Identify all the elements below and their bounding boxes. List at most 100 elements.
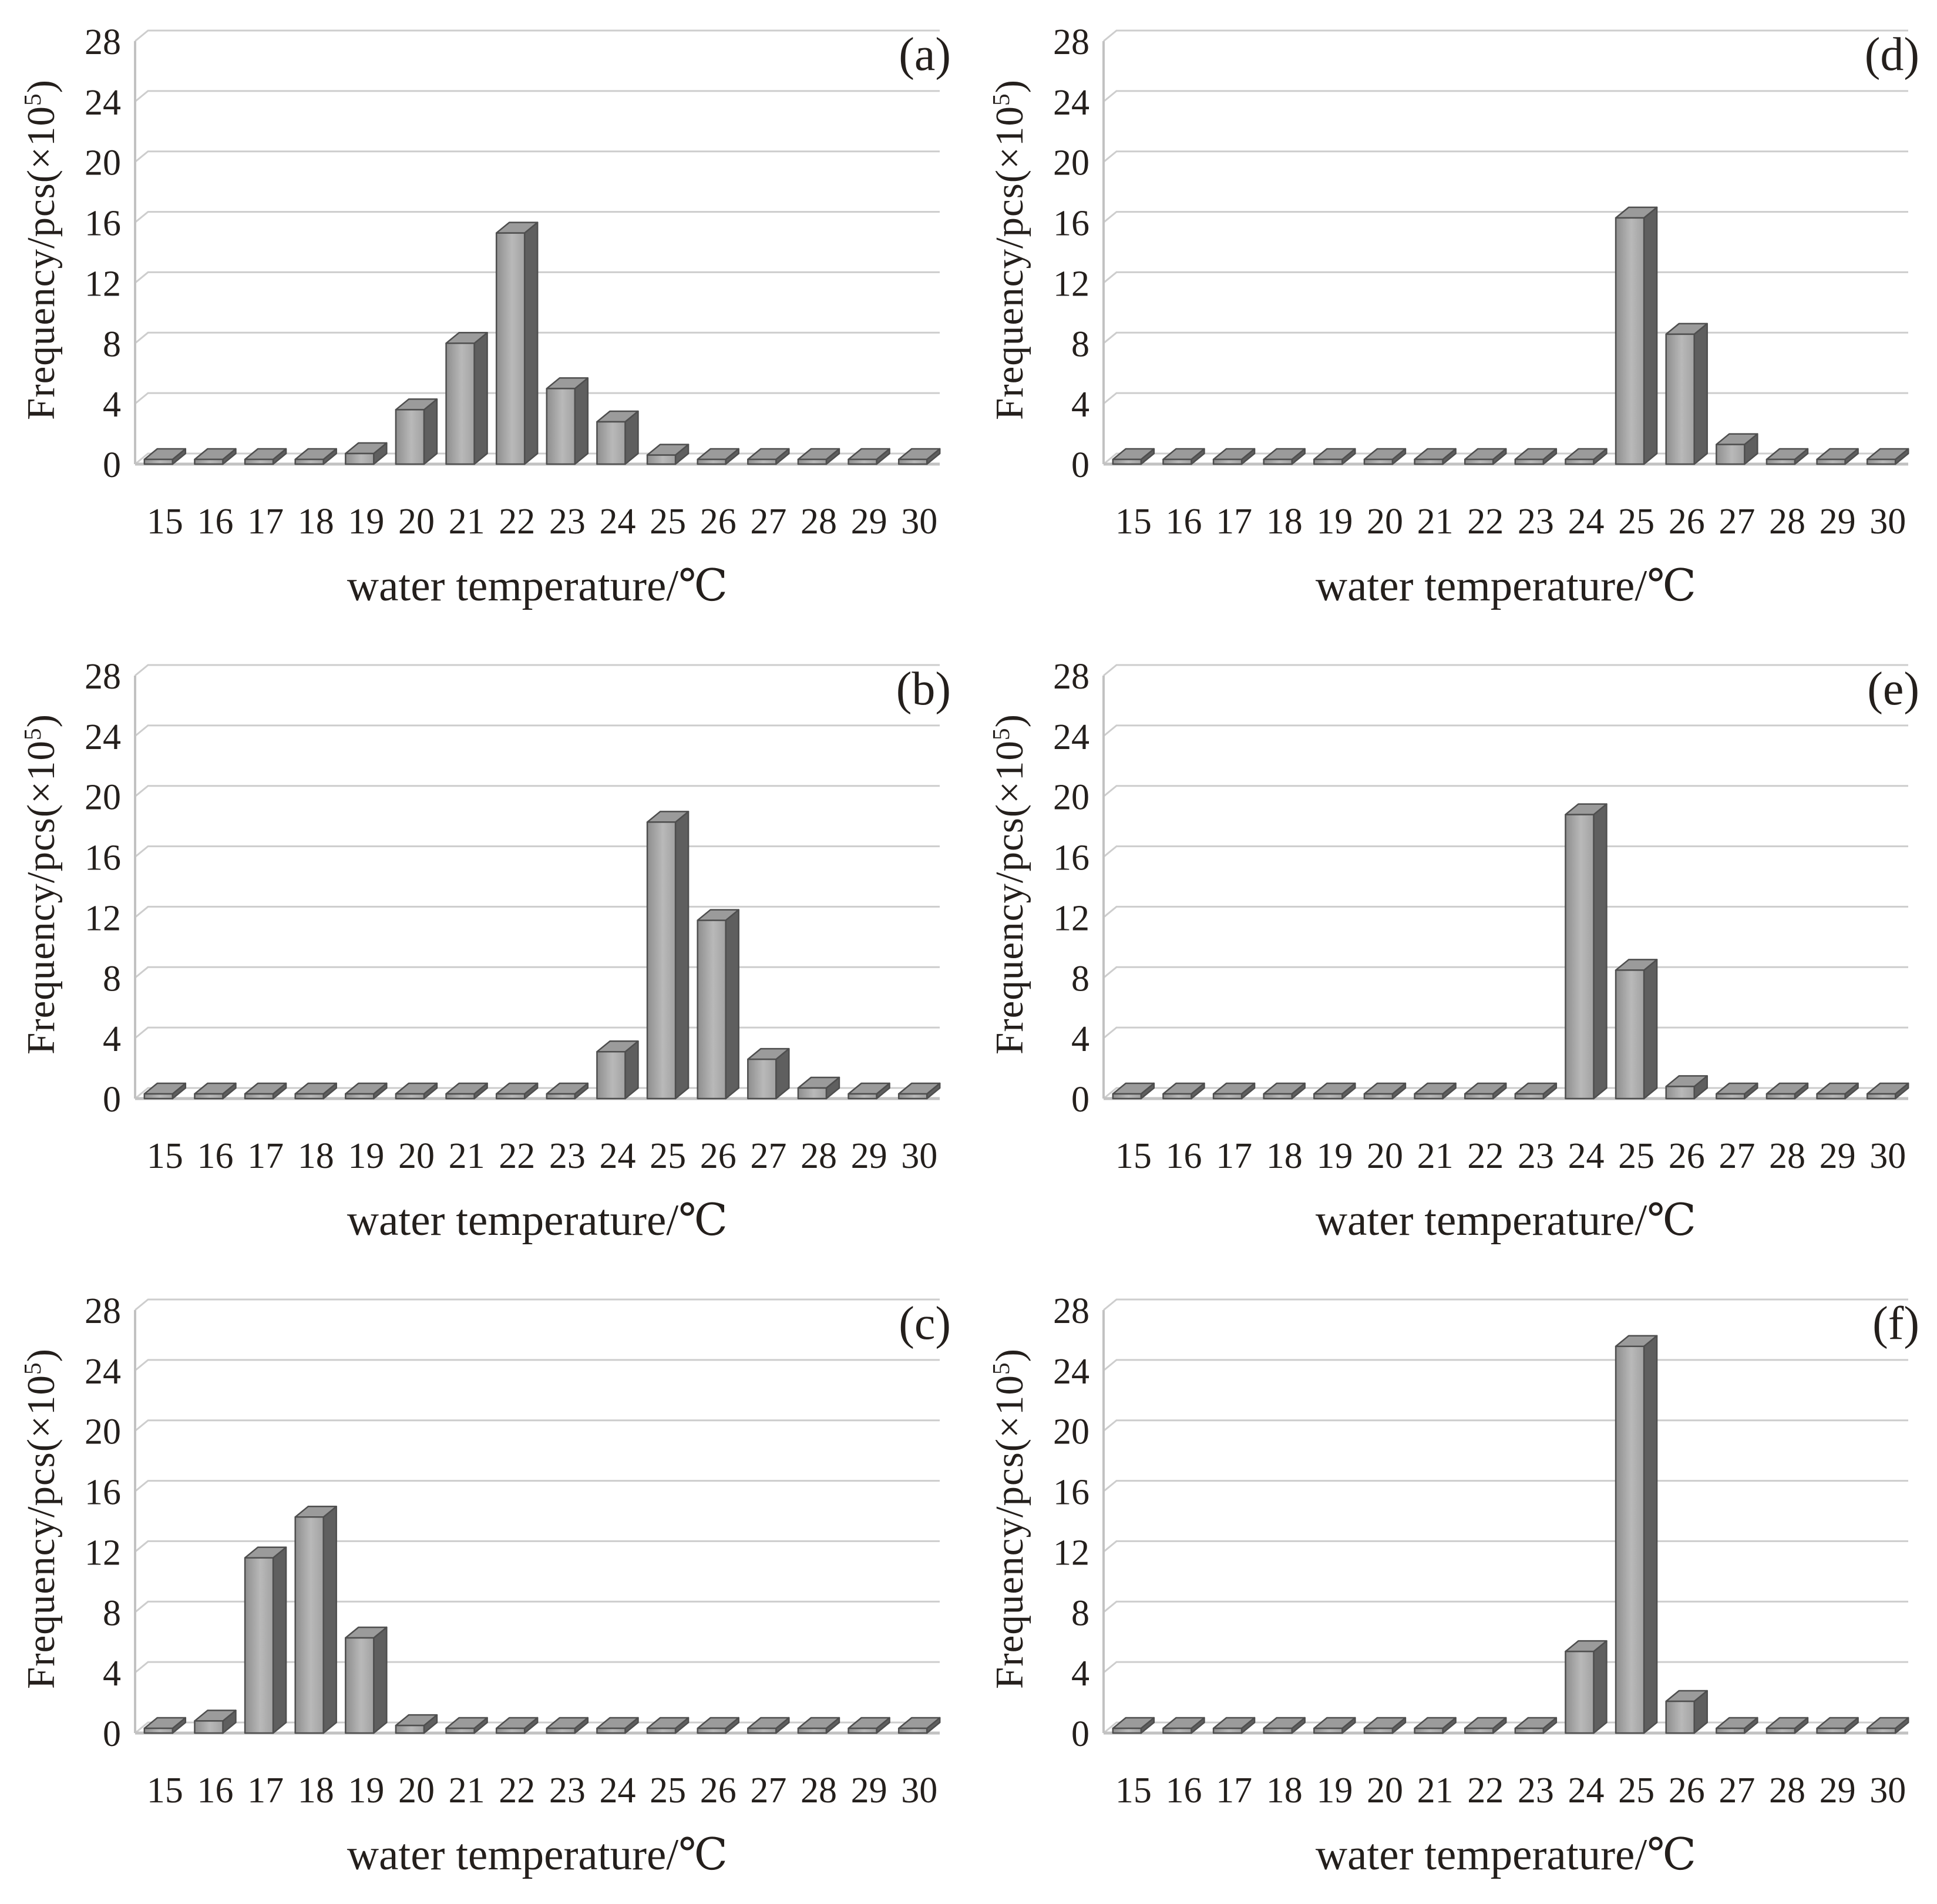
y-axis-title: Frequency/pcs(×105)	[987, 79, 1033, 420]
bar-17	[244, 1093, 274, 1100]
bar-17	[1212, 1727, 1243, 1734]
gridline	[1103, 1540, 1908, 1553]
y-tick-label: 16	[1053, 838, 1089, 878]
bar-26	[1665, 1700, 1695, 1734]
y-tick-label: 0	[1071, 1080, 1089, 1120]
bar-26	[1665, 333, 1695, 465]
y-tick-label: 0	[103, 1714, 121, 1754]
y-axis-title-exponent: 5	[987, 93, 1014, 106]
x-tick-label: 28	[801, 1771, 837, 1811]
bar-30	[897, 458, 928, 465]
y-tick-label: 4	[103, 1019, 121, 1059]
y-axis-title-suffix: )	[19, 714, 63, 728]
bar-22	[1464, 458, 1494, 465]
gridline	[1103, 1480, 1908, 1492]
y-tick-label: 28	[85, 22, 121, 62]
gridline	[1103, 331, 1908, 344]
bar-19	[345, 1093, 375, 1100]
bar-24	[1565, 1650, 1595, 1734]
bar-29	[848, 1093, 877, 1100]
bar-22	[1464, 1093, 1494, 1100]
x-tick-label: 21	[449, 1136, 485, 1176]
gridline	[134, 1298, 940, 1311]
x-tick-label: 24	[599, 1136, 635, 1176]
panel-label: (c)	[899, 1298, 951, 1349]
y-tick-label: 4	[103, 1654, 121, 1694]
bar-19	[345, 1637, 375, 1734]
x-tick-label: 27	[1719, 1771, 1755, 1811]
y-tick-label: 24	[1053, 1352, 1089, 1392]
panel-label: (a)	[899, 29, 951, 80]
bar-26	[1665, 1086, 1695, 1100]
y-tick-label: 12	[1053, 264, 1089, 304]
y-tick-label: 8	[1071, 959, 1089, 999]
bar-23	[1514, 458, 1545, 465]
bar-15	[1112, 1093, 1142, 1100]
plot-canvas-d: 0 4 8 12 16 20 24 28 15 16 17 18 19 20 21 22 23 24 25 26 27 2…	[1053, 22, 1909, 542]
x-tick-label: 23	[549, 1136, 586, 1176]
bar-17	[244, 1557, 274, 1734]
bar-17	[1212, 458, 1243, 465]
y-tick-label: 8	[1071, 324, 1089, 364]
bar-side-face	[1643, 959, 1658, 1100]
bar-25	[646, 1727, 677, 1734]
x-tick-label: 21	[449, 1771, 485, 1811]
x-tick-label: 27	[1719, 502, 1755, 542]
x-tick-label: 25	[650, 1771, 686, 1811]
x-tick-label: 22	[1467, 502, 1504, 542]
y-tick-label: 24	[85, 717, 121, 757]
y-tick-label: 0	[1071, 1714, 1089, 1754]
gridline	[1103, 785, 1908, 797]
x-tick-label: 18	[298, 1136, 334, 1176]
x-tick-label: 21	[1417, 1771, 1454, 1811]
bar-side-face	[1593, 803, 1608, 1100]
y-tick-label: 16	[85, 204, 121, 244]
x-tick-label: 19	[348, 1771, 384, 1811]
x-tick-label: 17	[1216, 1136, 1252, 1176]
y-tick-label: 28	[85, 1291, 121, 1331]
bar-30	[1866, 1093, 1896, 1100]
gridline	[1103, 845, 1908, 858]
bar-30	[1866, 1727, 1896, 1734]
bar-19	[345, 452, 375, 465]
y-tick-label: 20	[1053, 143, 1089, 183]
x-tick-label: 25	[1618, 502, 1654, 542]
x-tick-label: 20	[1367, 1771, 1403, 1811]
bar-20	[395, 1093, 425, 1100]
y-tick-label: 24	[1053, 83, 1089, 123]
gridline	[134, 150, 940, 163]
x-tick-label: 18	[1266, 1771, 1303, 1811]
x-tick-label: 25	[1618, 1771, 1654, 1811]
bar-22	[495, 232, 526, 465]
bar-18	[294, 1516, 324, 1734]
y-axis-title: Frequency/pcs(×105)	[987, 1348, 1033, 1689]
bar-23	[1514, 1727, 1545, 1734]
x-tick-label: 24	[1568, 1771, 1604, 1811]
bar-25	[646, 821, 677, 1100]
bar-21	[445, 342, 475, 465]
gridline	[134, 785, 940, 797]
y-tick-label: 20	[85, 143, 121, 183]
bar-27	[1716, 1727, 1746, 1734]
bar-19	[1313, 1727, 1343, 1734]
gridline	[134, 1419, 940, 1432]
y-tick-label: 28	[85, 657, 121, 697]
bar-18	[294, 458, 324, 465]
x-tick-label: 18	[298, 1771, 334, 1811]
x-tick-label: 26	[1669, 1771, 1705, 1811]
x-tick-label: 17	[247, 502, 284, 542]
x-tick-label: 16	[1165, 502, 1202, 542]
bar-16	[194, 458, 224, 465]
x-tick-label: 23	[549, 1771, 586, 1811]
gridline	[134, 1026, 940, 1039]
x-tick-label: 23	[1518, 1136, 1554, 1176]
gridline	[134, 211, 940, 223]
bar-side-face	[1643, 206, 1658, 465]
bar-16	[194, 1093, 224, 1100]
y-tick-label: 8	[103, 324, 121, 364]
gridline	[134, 905, 940, 918]
y-tick-label: 16	[1053, 204, 1089, 244]
x-tick-label: 16	[197, 502, 233, 542]
x-tick-label: 22	[1467, 1771, 1504, 1811]
bar-21	[1414, 1727, 1444, 1734]
